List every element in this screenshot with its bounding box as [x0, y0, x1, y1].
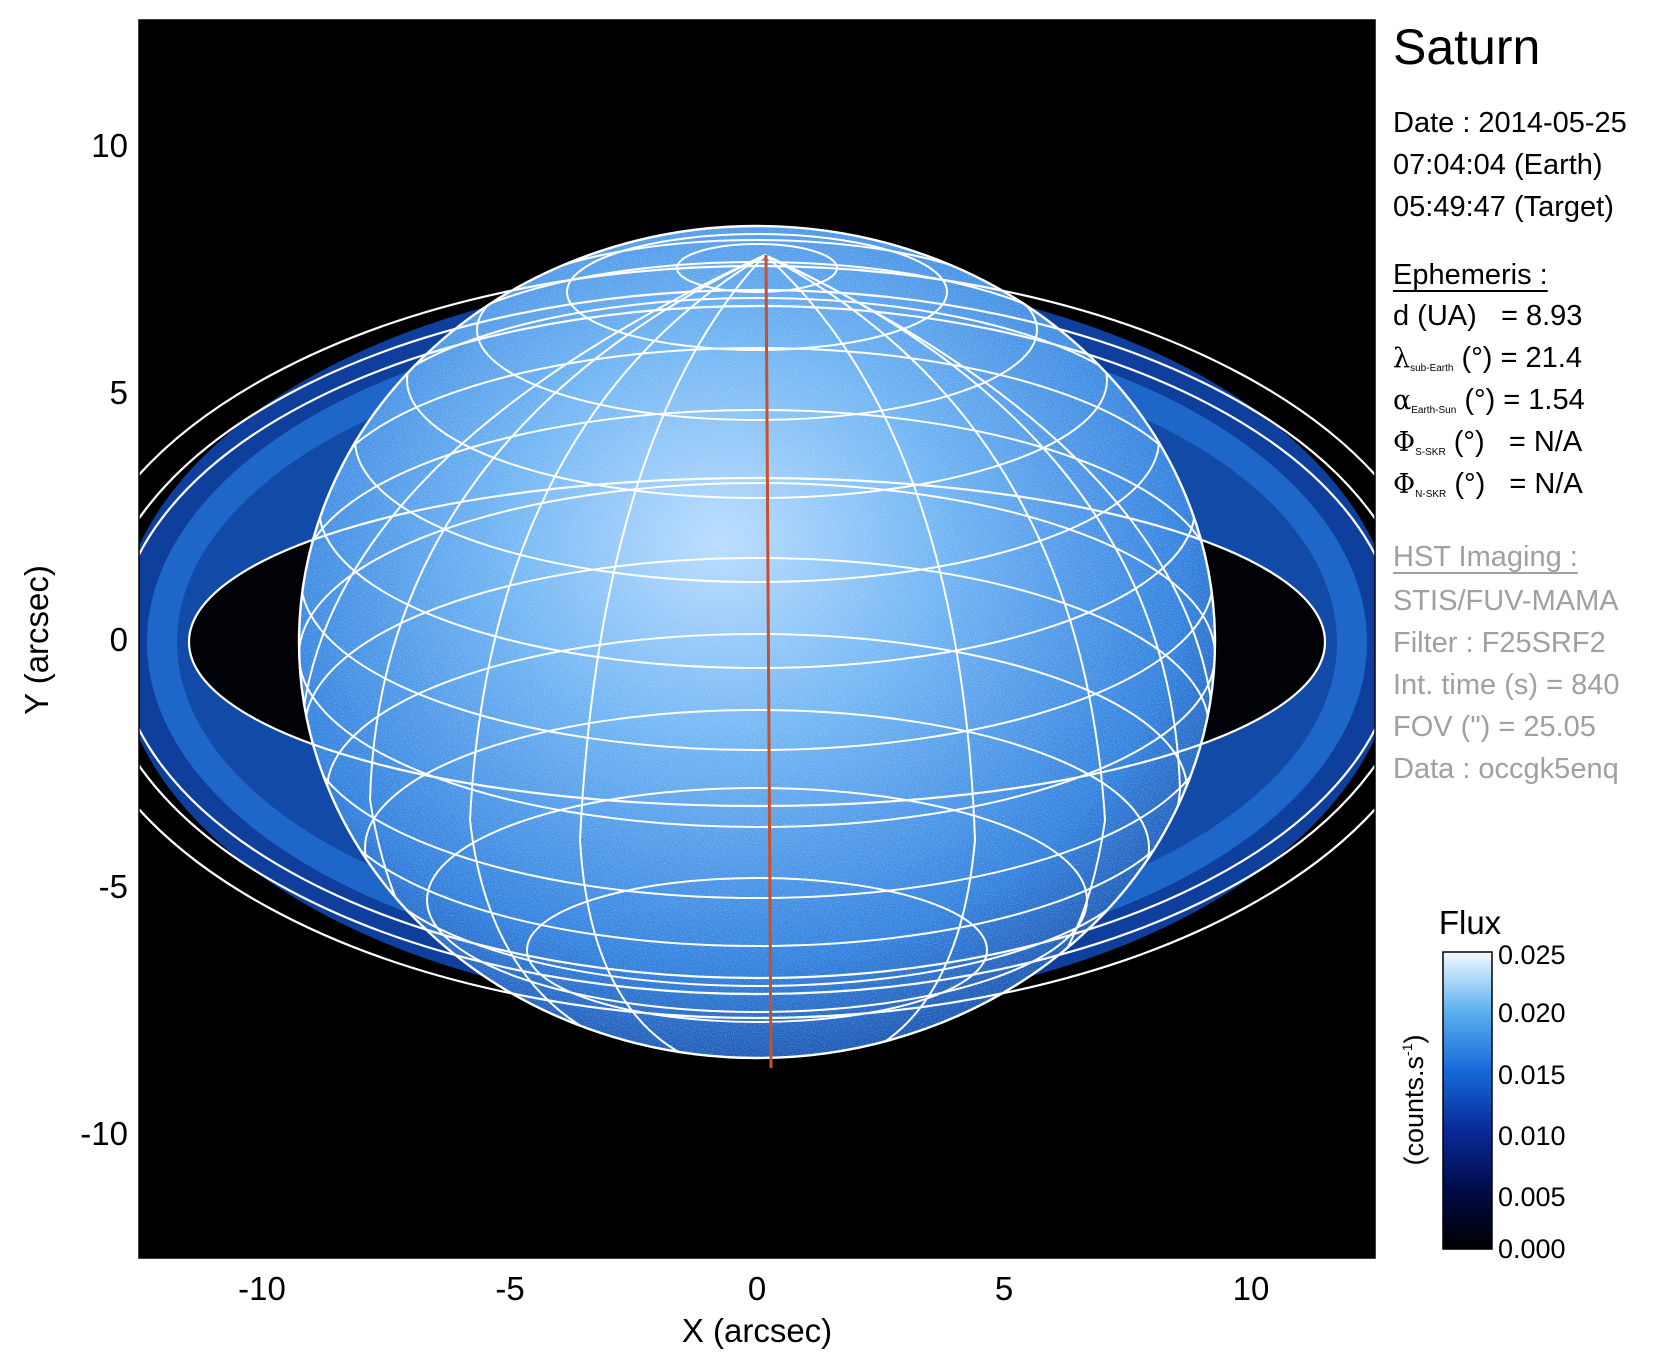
phi-n-symbol: Φ [1393, 469, 1416, 500]
hst-heading: HST Imaging : [1393, 541, 1578, 573]
distance-value: = 8.93 [1500, 300, 1583, 332]
hst-int-time: Int. time (s) = 840 [1393, 669, 1620, 701]
colorbar-tick: 0.010 [1498, 1121, 1566, 1151]
colorbar: Flux 0.025 0.020 0.015 0.010 0.005 0.000… [1399, 904, 1566, 1264]
alpha-symbol: α [1393, 385, 1412, 416]
ephemeris-distance: d (UA) = 8.93 [1393, 300, 1582, 333]
phi-s-subscript: S-SKR [1415, 447, 1446, 458]
colorbar-title: Flux [1439, 904, 1502, 941]
colorbar-tick: 0.020 [1498, 998, 1566, 1028]
lambda-subscript: sub-Earth [1410, 363, 1454, 374]
y-tick-label: 5 [110, 374, 128, 411]
image-panel [138, 19, 1376, 1259]
hst-dataset: Data : occgk5enq [1393, 753, 1619, 785]
time-earth: 07:04:04 (Earth) [1393, 149, 1603, 181]
lambda-symbol: λ [1393, 343, 1411, 374]
colorbar-gradient [1442, 951, 1493, 1250]
distance-label: d (UA) [1393, 300, 1477, 332]
hst-fov: FOV (") = 25.05 [1393, 711, 1596, 743]
y-axis-label: Y (arcsec) [18, 565, 55, 715]
phi-s-symbol: Φ [1393, 427, 1416, 458]
y-axis: 10 5 0 -5 -10 Y (arcsec) [18, 127, 128, 1152]
x-tick-label: 5 [995, 1270, 1013, 1307]
ephemeris-phi-n: ΦN-SKR (°) = N/A [1393, 468, 1583, 501]
hst-filter: Filter : F25SRF2 [1393, 627, 1606, 659]
y-tick-label: 0 [110, 621, 128, 658]
colorbar-unit: (counts.s-1) [1399, 1035, 1429, 1166]
y-tick-label: -10 [80, 1115, 128, 1152]
ephemeris-phi-s: ΦS-SKR (°) = N/A [1393, 426, 1582, 459]
lambda-value: = 21.4 [1492, 342, 1582, 374]
planet-noise [299, 226, 1215, 1058]
y-tick-label: -5 [99, 868, 128, 905]
x-axis: -10 -5 0 5 10 X (arcsec) [238, 1270, 1269, 1349]
x-tick-label: 10 [1233, 1270, 1270, 1307]
alpha-value: = 1.54 [1495, 384, 1585, 416]
central-meridian [764, 254, 773, 1069]
phi-s-value: = N/A [1508, 426, 1583, 458]
x-tick-label: -5 [495, 1270, 524, 1307]
hst-instrument: STIS/FUV-MAMA [1393, 585, 1619, 617]
colorbar-tick: 0.000 [1498, 1234, 1566, 1264]
planet-title: Saturn [1393, 19, 1541, 75]
y-tick-label: 10 [91, 127, 128, 164]
phi-s-unit: (°) [1445, 426, 1485, 458]
colorbar-tick: 0.005 [1498, 1182, 1566, 1212]
ring-outlines [139, 265, 1375, 1019]
colorbar-tick: 0.025 [1498, 940, 1566, 970]
x-tick-label: -10 [238, 1270, 286, 1307]
x-axis-label: X (arcsec) [682, 1312, 832, 1349]
plot-frame [138, 19, 1376, 1259]
ephemeris-heading: Ephemeris : [1393, 259, 1548, 291]
phi-n-unit: (°) [1446, 468, 1486, 500]
date-line: Date : 2014-05-25 [1393, 107, 1627, 139]
phi-n-subscript: N-SKR [1415, 489, 1447, 500]
planet-limb [297, 224, 1217, 1060]
time-target: 05:49:47 (Target) [1393, 191, 1614, 223]
colorbar-tick: 0.015 [1498, 1060, 1566, 1090]
x-tick-label: 0 [748, 1270, 766, 1307]
lambda-unit: (°) [1453, 342, 1493, 374]
ephemeris-lambda: λsub-Earth (°) = 21.4 [1393, 342, 1582, 375]
phi-n-value: = N/A [1509, 468, 1583, 500]
alpha-subscript: Earth-Sun [1411, 405, 1457, 416]
alpha-unit: (°) [1456, 384, 1496, 416]
ephemeris-alpha: αEarth-Sun (°) = 1.54 [1393, 384, 1585, 417]
